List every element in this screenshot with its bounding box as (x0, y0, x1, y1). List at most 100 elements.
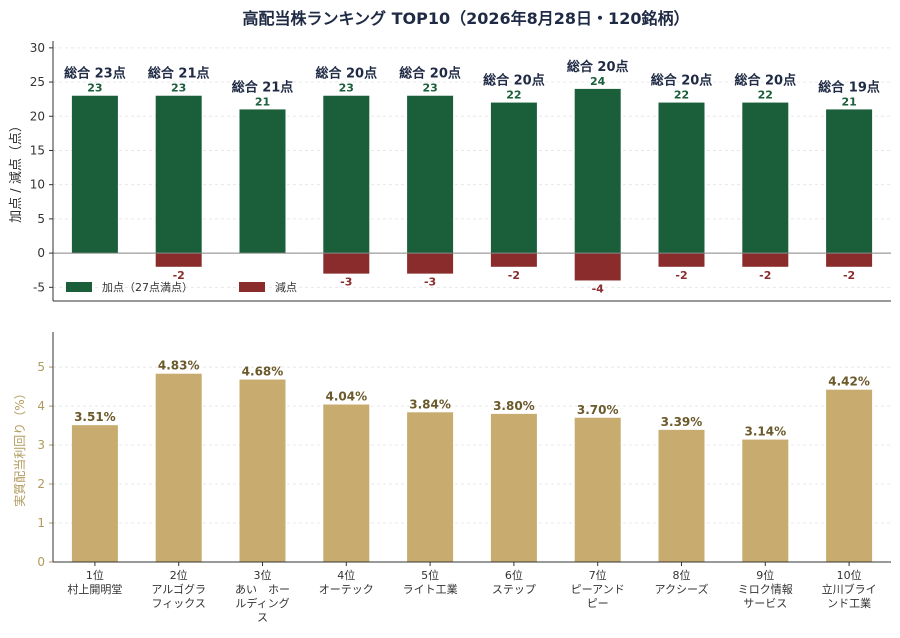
y-tick-label: 0 (37, 246, 45, 260)
total-score-label: 総合 20点 (483, 73, 545, 89)
x-tick-label-line: ピー (587, 597, 609, 610)
x-tick-label-line: アクシーズ (655, 582, 709, 596)
plus-value-label: 23 (87, 82, 102, 95)
yield-bar (239, 379, 286, 562)
plus-bar (742, 102, 789, 254)
y-tick-label: 30 (30, 41, 45, 55)
plus-value-label: 21 (255, 95, 270, 108)
minus-bar (574, 253, 621, 281)
x-tick-label-line: 7位 (589, 568, 607, 582)
x-tick-label-line: ミロク情報 (738, 583, 793, 596)
plus-bar (490, 102, 537, 254)
legend-swatch-minus (239, 282, 265, 292)
x-tick-label-line: ンド工業 (827, 597, 871, 610)
x-tick-label: 4位オーテック (319, 568, 374, 596)
yield-value-label: 3.80% (493, 399, 535, 413)
x-tick-label-line: 5位 (421, 568, 439, 582)
plus-bar (574, 88, 621, 254)
yield-value-label: 3.39% (661, 415, 703, 429)
x-tick-label-line: アルゴグラ (151, 582, 206, 596)
y-tick-label: 2 (37, 477, 45, 491)
y-tick-label: -5 (33, 280, 45, 294)
plus-value-label: 23 (422, 82, 437, 95)
yield-value-label: 4.83% (158, 359, 200, 373)
total-score-label: 総合 20点 (734, 73, 796, 89)
minus-bar (407, 253, 454, 274)
minus-value-label: -2 (173, 269, 185, 282)
yield-bar (658, 429, 705, 562)
x-tick-label-line: 8位 (673, 568, 691, 582)
total-score-label: 総合 21点 (148, 66, 210, 82)
yield-value-label: 3.84% (409, 397, 451, 411)
y-tick-label: 5 (37, 360, 45, 374)
y-axis-label: 実質配当利回り（%） (12, 387, 27, 506)
total-score-label: 総合 21点 (232, 79, 294, 95)
x-tick-label-line: 村上開明堂 (67, 582, 122, 596)
x-tick-label-line: あい ホー (235, 583, 290, 596)
x-tick-label-line: サービス (743, 597, 787, 610)
plus-bar (323, 95, 370, 254)
total-score-label: 総合 20点 (567, 59, 629, 75)
plus-value-label: 21 (841, 95, 856, 108)
yield-value-label: 4.68% (242, 365, 284, 379)
yield-bar (490, 413, 537, 562)
x-tick-label-line: ルディング (235, 596, 289, 610)
yield-bar (323, 404, 370, 562)
y-tick-label: 15 (30, 143, 45, 157)
yield-value-label: 3.14% (744, 425, 786, 439)
yield-panel: 0 1 2 3 4 5 3.51% 4.83% 4.68% 4.04% 3.84% 3.80% 3.70… (12, 332, 891, 624)
chart-title: 高配当株ランキング TOP10（2026年8月28日・120銘柄） (243, 9, 690, 28)
x-tick-label-line: 1位 (86, 568, 104, 582)
yield-value-label: 3.51% (74, 410, 116, 424)
x-tick-label: 5位ライト工業 (403, 568, 458, 596)
x-tick-label-line: 4位 (337, 568, 355, 582)
y-axis-label: 加点 / 減点（点） (8, 119, 24, 223)
minus-value-label: -2 (675, 269, 687, 282)
x-tick-label-line: 2位 (170, 568, 188, 582)
plus-value-label: 23 (339, 82, 354, 95)
x-tick-label: 9位ミロク情報サービス (738, 568, 793, 610)
plus-value-label: 22 (758, 89, 773, 102)
total-score-label: 総合 23点 (64, 66, 126, 82)
plus-bar (826, 109, 873, 254)
x-tick-label-line: 6位 (505, 568, 523, 582)
minus-value-label: -4 (592, 282, 605, 295)
total-score-label: 総合 20点 (651, 73, 713, 89)
y-tick-label: 1 (37, 516, 45, 530)
y-tick-label: 0 (37, 555, 45, 569)
minus-bar (155, 253, 202, 267)
y-tick-label: 3 (37, 438, 45, 452)
minus-value-label: -2 (843, 269, 855, 282)
plus-value-label: 24 (590, 75, 606, 88)
x-tick-label: 7位ピーアンドピー (571, 568, 625, 610)
y-tick-label: 5 (37, 212, 45, 226)
x-tick-label-line: ライト工業 (403, 583, 458, 596)
yield-value-label: 3.70% (577, 403, 619, 417)
plus-bar (71, 95, 118, 254)
yield-bar (407, 412, 454, 562)
x-tick-label-line: フィックス (151, 597, 205, 610)
minus-bar (323, 253, 370, 274)
x-tick-label-line: 立川ブライ (822, 582, 877, 596)
plus-value-label: 22 (674, 89, 689, 102)
minus-bar (826, 253, 873, 267)
y-tick-label: 20 (30, 109, 45, 123)
plus-bar (155, 95, 202, 254)
x-tick-label-line: 10位 (837, 568, 862, 582)
total-score-label: 総合 20点 (399, 66, 461, 82)
total-score-label: 総合 19点 (818, 79, 880, 95)
yield-value-label: 4.42% (828, 375, 870, 389)
x-tick-label: 8位アクシーズ (655, 568, 709, 596)
x-tick-label: 1位村上開明堂 (67, 568, 122, 596)
y-tick-label: 25 (30, 75, 45, 89)
plus-value-label: 22 (506, 89, 521, 102)
x-tick-label: 3位あい ホールディングス (235, 568, 290, 624)
minus-value-label: -2 (508, 269, 520, 282)
x-tick-label: 10位立川ブラインド工業 (822, 568, 877, 610)
plus-value-label: 23 (171, 82, 186, 95)
yield-bar (826, 389, 873, 562)
plus-bar (407, 95, 454, 254)
minus-bar (490, 253, 537, 267)
